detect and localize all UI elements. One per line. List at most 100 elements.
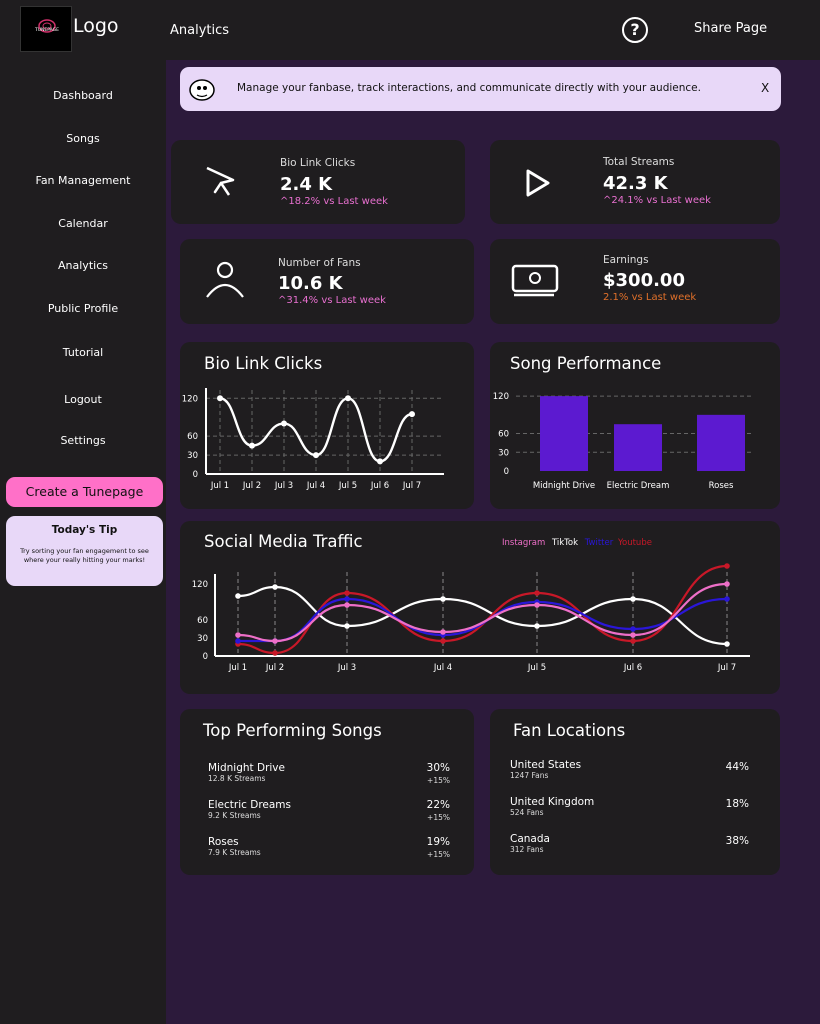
stat-card-number-of-fans: Number of Fans 10.6 K ^31.4% vs Last wee… xyxy=(180,239,474,324)
data-point xyxy=(272,638,278,644)
list-item[interactable]: Midnight Drive 12.8 K Streams 30% +15% xyxy=(208,762,450,785)
card-title: Top Performing Songs xyxy=(203,721,382,740)
tick-label: 120 xyxy=(182,394,198,404)
location-percent: 38% xyxy=(725,835,749,847)
stat-card-bio-link-clicks: Bio Link Clicks 2.4 K ^18.2% vs Last wee… xyxy=(171,140,465,224)
list-item[interactable]: Canada 312 Fans 38% xyxy=(510,833,749,854)
data-point xyxy=(344,602,350,608)
location-percent: 18% xyxy=(725,798,749,810)
tick-label: Electric Dream xyxy=(607,481,670,491)
series-line-instagram xyxy=(237,582,728,643)
data-point xyxy=(377,458,383,465)
stat-change: ^31.4% vs Last week xyxy=(278,295,386,306)
fan-locations-card: Fan Locations United States 1247 Fans 44… xyxy=(490,709,780,875)
logo-badge: TUNEPAGE xyxy=(34,28,59,33)
song-performance-chart: 0 30 60 120 Midnight Drive Electric Dream Rose… xyxy=(493,392,754,491)
tick-label: 0 xyxy=(203,652,208,662)
chart-title: Song Performance xyxy=(510,354,662,373)
song-delta: +15% xyxy=(427,850,450,859)
sidebar-item-dashboard[interactable]: Dashboard xyxy=(53,89,113,102)
tip-text: Try sorting your fan engagement to see w… xyxy=(20,547,149,564)
data-point xyxy=(217,395,223,402)
bar xyxy=(697,414,745,471)
bio-link-clicks-chart-card: Bio Link Clicks 0 30 60 120 Jul 1 Jul 2 Jul 3 J… xyxy=(180,342,474,509)
share-page-button[interactable]: Share Page xyxy=(694,21,768,36)
list-item[interactable]: United Kingdom 524 Fans 18% xyxy=(510,796,749,817)
bar xyxy=(540,396,588,471)
data-point xyxy=(724,641,730,647)
sidebar-item-logout[interactable]: Logout xyxy=(64,393,102,406)
tick-label: Jul 2 xyxy=(242,481,261,491)
legend-instagram: Instagram xyxy=(502,538,546,548)
stat-label: Total Streams xyxy=(603,156,675,168)
tick-label: 60 xyxy=(498,430,509,440)
location-fans: 1247 Fans xyxy=(510,771,549,780)
song-percent: 30% xyxy=(426,762,450,774)
song-name: Midnight Drive xyxy=(208,762,285,774)
tick-label: 30 xyxy=(498,448,509,458)
data-point xyxy=(440,638,446,644)
sidebar-item-settings[interactable]: Settings xyxy=(60,434,106,447)
stat-change: ^24.1% vs Last week xyxy=(603,195,711,206)
data-point xyxy=(235,593,241,599)
top-songs-card: Top Performing Songs Midnight Drive 12.8… xyxy=(180,709,474,875)
list-item[interactable]: Electric Dreams 9.2 K Streams 22% +15% xyxy=(208,799,450,822)
song-streams: 12.8 K Streams xyxy=(208,774,266,783)
song-streams: 9.2 K Streams xyxy=(208,811,261,820)
help-icon[interactable]: ? xyxy=(622,17,648,43)
data-point xyxy=(313,452,319,459)
location-percent: 44% xyxy=(725,761,749,773)
data-point xyxy=(534,590,540,596)
data-point xyxy=(724,581,730,587)
location-fans: 524 Fans xyxy=(510,808,544,817)
tip-title: Today's Tip xyxy=(51,524,118,536)
tick-label: Roses xyxy=(709,481,734,491)
stat-card-earnings: Earnings $300.00 2.1% vs Last week xyxy=(490,239,780,324)
location-fans: 312 Fans xyxy=(510,845,544,854)
sidebar-item-public-profile[interactable]: Public Profile xyxy=(47,302,119,315)
location-name: Canada xyxy=(510,833,550,845)
chart-title: Social Media Traffic xyxy=(204,532,363,551)
tick-label: Jul 1 xyxy=(210,481,229,491)
banner-close-button[interactable]: X xyxy=(761,81,770,95)
list-item[interactable]: United States 1247 Fans 44% xyxy=(510,759,749,780)
song-percent: 19% xyxy=(426,836,450,848)
logo-graphic xyxy=(38,19,56,33)
legend-youtube: Youtube xyxy=(617,538,652,548)
logo-image[interactable]: TUNEPAGE xyxy=(20,6,72,52)
song-percent: 22% xyxy=(426,799,450,811)
bar xyxy=(614,424,662,471)
tick-label: Jul 5 xyxy=(527,663,546,673)
tick-label: Jul 6 xyxy=(623,663,642,673)
data-point xyxy=(235,632,241,638)
mascot-icon xyxy=(189,79,215,101)
sidebar-item-songs[interactable]: Songs xyxy=(66,132,100,145)
data-point xyxy=(281,420,287,427)
tick-label: Midnight Drive xyxy=(533,481,595,491)
sidebar-item-calendar[interactable]: Calendar xyxy=(58,217,108,230)
data-point xyxy=(724,563,730,569)
stat-label: Number of Fans xyxy=(278,257,361,269)
stat-value: 42.3 K xyxy=(603,173,668,194)
data-point xyxy=(534,623,540,629)
song-delta: +15% xyxy=(427,776,450,785)
data-point xyxy=(630,632,636,638)
stat-label: Earnings xyxy=(603,254,649,266)
cursor-icon xyxy=(206,166,235,196)
sidebar-item-tutorial[interactable]: Tutorial xyxy=(62,346,104,359)
tick-label: Jul 1 xyxy=(228,663,247,673)
page-title: Analytics xyxy=(170,23,230,38)
list-item[interactable]: Roses 7.9 K Streams 19% +15% xyxy=(208,836,450,859)
tick-label: 120 xyxy=(493,392,509,402)
tick-label: Jul 4 xyxy=(433,663,452,673)
tip-card: Today's Tip Try sorting your fan engagem… xyxy=(6,516,163,586)
sidebar-item-fan-management[interactable]: Fan Management xyxy=(35,174,131,187)
sidebar-item-analytics[interactable]: Analytics xyxy=(58,259,108,272)
data-point xyxy=(249,442,255,449)
banner-text: Manage your fanbase, track interactions,… xyxy=(237,82,701,94)
create-tunepage-button[interactable]: Create a Tunepage xyxy=(6,477,163,507)
data-point xyxy=(724,596,730,602)
bio-link-clicks-chart: 0 30 60 120 Jul 1 Jul 2 Jul 3 Jul 4 Jul 5 Jul 6 Ju… xyxy=(182,388,444,491)
tick-label: 30 xyxy=(197,634,208,644)
social-media-traffic-chart-card: Social Media Traffic Instagram TikTok Tw… xyxy=(180,521,780,694)
